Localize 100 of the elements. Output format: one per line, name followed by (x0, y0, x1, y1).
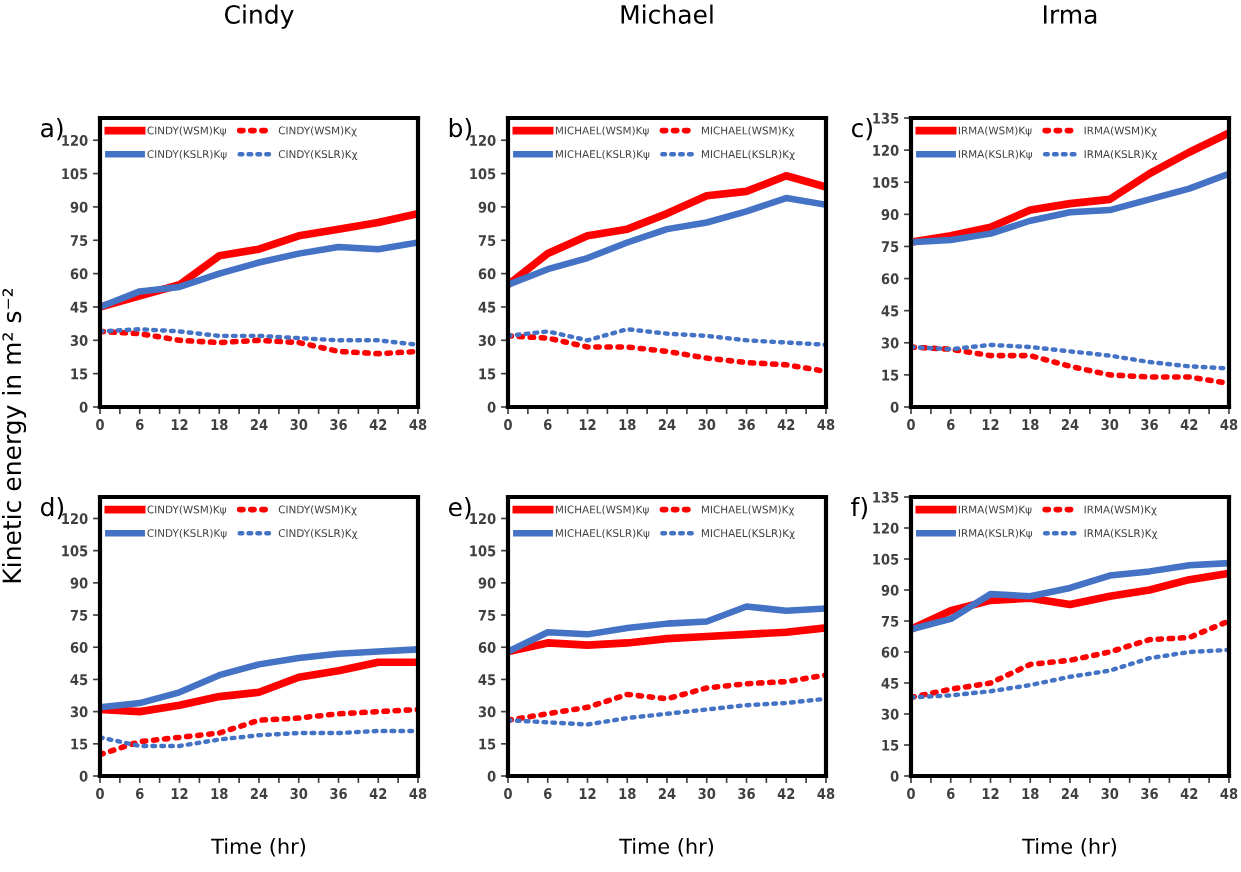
y-tick-label: 30 (70, 706, 88, 718)
x-tick-label: 6 (136, 419, 144, 431)
legend-label: MICHAEL(WSM)Kχ (701, 505, 795, 516)
legend-label: CINDY(WSM)Kψ (147, 505, 226, 516)
x-tick-label: 6 (544, 419, 552, 431)
y-tick-label: 30 (70, 335, 88, 347)
y-tick-label: 135 (873, 491, 899, 503)
y-tick-label: 0 (79, 401, 88, 413)
y-tick-label: 75 (881, 615, 899, 627)
x-tick-label: 42 (1180, 419, 1198, 430)
y-tick-label: 30 (478, 335, 496, 347)
y-tick-label: 15 (479, 738, 496, 750)
y-tick-label: 45 (478, 301, 496, 313)
x-tick-label: 36 (1141, 419, 1158, 431)
legend-label: IRMA(KSLR)Kψ (958, 149, 1033, 161)
x-tick-label: 6 (136, 788, 144, 800)
x-tick-label: 6 (947, 419, 955, 431)
y-tick-label: 45 (478, 674, 496, 686)
x-tick-label: 48 (817, 788, 835, 800)
legend-label: IRMA(WSM)Kχ (1084, 505, 1157, 516)
legend-label: IRMA(WSM)Kψ (958, 126, 1032, 137)
y-tick-label: 90 (70, 201, 88, 213)
x-tick-label: 18 (211, 788, 228, 800)
y-tick-label: 30 (881, 337, 899, 349)
chart-title: Cindy (224, 4, 294, 29)
legend-label: CINDY(KSLR)Kψ (147, 528, 227, 540)
x-tick-label: 36 (330, 788, 347, 800)
x-tick-label: 24 (658, 788, 676, 799)
y-tick-label: 15 (882, 739, 899, 751)
x-tick-label: 6 (544, 788, 552, 800)
x-tick-label: 30 (290, 419, 308, 431)
legend-label: CINDY(KSLR)Kχ (278, 528, 358, 540)
y-tick-label: 120 (873, 144, 899, 156)
x-tick-label: 12 (579, 419, 596, 430)
x-tick-label: 24 (1061, 419, 1079, 430)
x-tick-label: 0 (907, 419, 915, 431)
x-tick-label: 48 (1220, 419, 1238, 431)
y-tick-label: 75 (70, 609, 88, 621)
x-tick-label: 12 (982, 419, 999, 430)
legend-label: CINDY(KSLR)Kχ (278, 149, 358, 161)
x-tick-label: 12 (171, 788, 188, 799)
x-tick-label: 0 (907, 788, 915, 800)
y-tick-label: 0 (79, 770, 88, 782)
legend-label: CINDY(WSM)Kψ (147, 126, 226, 137)
y-tick-label: 75 (70, 235, 88, 247)
y-tick-label: 15 (71, 368, 88, 380)
x-tick-label: 30 (698, 788, 716, 800)
y-tick-label: 120 (470, 134, 496, 146)
x-tick-label: 18 (211, 419, 228, 431)
x-tick-label: 36 (738, 419, 755, 431)
x-tick-label: 24 (658, 419, 676, 430)
chart-title: Irma (1044, 5, 1097, 24)
y-tick-label: 90 (881, 209, 899, 221)
y-tick-label: 105 (470, 545, 496, 557)
x-tick-label: 42 (1180, 788, 1198, 799)
x-axis-title: Time (hr) (619, 838, 714, 857)
x-tick-label: 48 (409, 419, 427, 431)
y-tick-label: 105 (873, 553, 899, 565)
legend-label: IRMA(WSM)Kχ (1084, 126, 1157, 137)
x-tick-label: 12 (579, 788, 596, 799)
text: c) (851, 118, 872, 141)
line-series (911, 647, 1229, 700)
text: a) (41, 118, 63, 141)
y-tick-label: 60 (70, 641, 88, 653)
y-tick-label: 15 (882, 369, 899, 381)
y-tick-label: 0 (487, 770, 496, 782)
legend-label: CINDY(WSM)Kχ (278, 126, 357, 137)
y-tick-label: 45 (881, 677, 899, 689)
y-tick-label: 120 (62, 134, 88, 146)
x-tick-label: 12 (982, 788, 999, 799)
chart-title: Michael (621, 4, 713, 24)
text: e) (448, 497, 471, 520)
y-tick-label: 120 (470, 513, 496, 525)
x-tick-label: 30 (290, 788, 308, 800)
legend-label: MICHAEL(KSLR)Kχ (701, 149, 795, 161)
y-tick-label: 0 (890, 770, 899, 782)
y-tick-label: 45 (70, 301, 88, 313)
legend-label: CINDY(KSLR)Kψ (147, 149, 227, 161)
text: d) (40, 497, 64, 520)
y-tick-label: 90 (70, 577, 88, 589)
y-tick-label: 105 (470, 168, 496, 180)
line-series (100, 326, 418, 347)
y-tick-label: 75 (478, 235, 496, 247)
y-axis-title: Kinetic energy in m² s⁻² (1, 288, 27, 583)
x-tick-label: 18 (619, 788, 636, 800)
x-tick-label: 24 (250, 419, 268, 430)
y-tick-label: 30 (881, 708, 899, 720)
x-tick-label: 36 (330, 419, 347, 431)
y-tick-label: 60 (70, 268, 88, 280)
y-tick-label: 60 (881, 273, 899, 285)
y-tick-label: 15 (71, 738, 88, 750)
legend-label: MICHAEL(WSM)Kψ (555, 126, 649, 137)
legend-label: IRMA(KSLR)Kχ (1084, 149, 1158, 161)
text: f) (851, 497, 867, 520)
x-tick-label: 30 (1101, 419, 1119, 431)
x-axis-title: Time (hr) (1022, 838, 1117, 857)
x-tick-label: 42 (369, 788, 387, 799)
legend-label: IRMA(KSLR)Kψ (958, 528, 1033, 540)
y-tick-label: 120 (62, 513, 88, 525)
line-series (508, 326, 826, 347)
